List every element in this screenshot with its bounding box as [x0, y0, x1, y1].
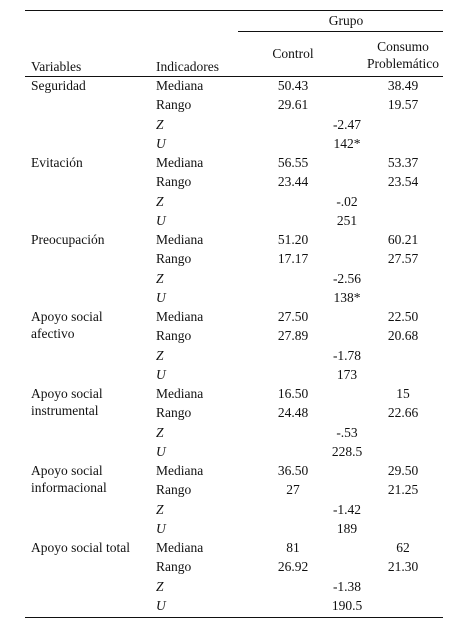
- variable-name: Apoyo social afectivo: [31, 309, 103, 341]
- consumo-value: 22.50: [387, 309, 419, 324]
- consumo-value: 22.66: [387, 405, 419, 421]
- top-rule: [25, 10, 443, 11]
- control-value: 81: [286, 540, 300, 555]
- indicator: Z: [156, 424, 164, 440]
- indicator: Z: [156, 501, 164, 517]
- column-header: Variables: [31, 59, 82, 74]
- control-value: 50.43: [277, 78, 309, 93]
- statistic-value: -1.42: [332, 501, 362, 517]
- variable-name: Seguridad: [31, 78, 86, 93]
- statistic-value: -.02: [336, 193, 358, 209]
- indicator: U: [156, 443, 166, 459]
- column-header: Control: [272, 46, 314, 61]
- variable-name: Evitación: [31, 155, 83, 170]
- indicator: Mediana: [156, 155, 204, 170]
- consumo-value: 27.57: [387, 251, 419, 267]
- indicator: Mediana: [156, 309, 204, 324]
- column-header: Consumo Problemático: [367, 39, 439, 71]
- indicator: Rango: [156, 405, 192, 421]
- control-value: 27.89: [277, 328, 309, 344]
- indicator: Mediana: [156, 540, 204, 555]
- indicator: U: [156, 597, 166, 613]
- indicator: Mediana: [156, 232, 204, 247]
- variable-name: Apoyo social total: [31, 540, 130, 555]
- statistic-value: 173: [336, 366, 358, 382]
- indicator: Rango: [156, 174, 192, 190]
- variable-name: Apoyo social informacional: [31, 463, 107, 495]
- header-rule: [25, 76, 443, 77]
- column-header: Indicadores: [156, 59, 219, 74]
- consumo-value: 15: [396, 386, 410, 401]
- indicator: Mediana: [156, 386, 204, 401]
- control-value: 51.20: [277, 232, 309, 247]
- indicator: Z: [156, 116, 164, 132]
- variable-name: Apoyo social instrumental: [31, 386, 103, 418]
- consumo-value: 19.57: [387, 97, 419, 113]
- indicator: Z: [156, 270, 164, 286]
- bottom-rule: [25, 617, 443, 618]
- statistic-value: -1.38: [332, 578, 362, 594]
- statistic-value: -2.47: [332, 116, 362, 132]
- control-value: 16.50: [277, 386, 309, 401]
- consumo-value: 38.49: [387, 78, 419, 93]
- control-value: 29.61: [277, 97, 309, 113]
- control-value: 36.50: [277, 463, 309, 478]
- indicator: Rango: [156, 559, 192, 575]
- statistic-value: -2.56: [332, 270, 362, 286]
- indicator: Mediana: [156, 78, 204, 93]
- control-value: 27.50: [277, 309, 309, 324]
- control-value: 17.17: [277, 251, 309, 267]
- consumo-value: 53.37: [387, 155, 419, 170]
- indicator: U: [156, 366, 166, 382]
- statistic-value: 228.5: [331, 443, 363, 459]
- control-value: 27: [286, 482, 300, 498]
- indicator: Z: [156, 578, 164, 594]
- indicator: U: [156, 520, 166, 536]
- indicator: Rango: [156, 251, 192, 267]
- indicator: U: [156, 289, 166, 305]
- statistic-value: 138*: [333, 289, 361, 305]
- indicator: Rango: [156, 328, 192, 344]
- statistic-value: 251: [336, 212, 358, 228]
- indicator: Z: [156, 347, 164, 363]
- consumo-value: 21.30: [387, 559, 419, 575]
- consumo-value: 62: [396, 540, 410, 555]
- consumo-value: 60.21: [387, 232, 419, 247]
- consumo-value: 20.68: [387, 328, 419, 344]
- statistic-value: 190.5: [331, 597, 363, 613]
- control-value: 26.92: [277, 559, 309, 575]
- group-header: Grupo: [328, 13, 364, 28]
- indicator: U: [156, 212, 166, 228]
- indicator: Rango: [156, 97, 192, 113]
- indicator: Mediana: [156, 463, 204, 478]
- indicator: Rango: [156, 482, 192, 498]
- consumo-value: 23.54: [387, 174, 419, 190]
- group-rule: [238, 31, 443, 32]
- indicator: U: [156, 135, 166, 151]
- statistic-value: -1.78: [332, 347, 362, 363]
- statistic-value: 142*: [333, 135, 361, 151]
- indicator: Z: [156, 193, 164, 209]
- control-value: 24.48: [277, 405, 309, 421]
- variable-name: Preocupación: [31, 232, 105, 247]
- statistic-value: -.53: [336, 424, 358, 440]
- consumo-value: 29.50: [387, 463, 419, 478]
- consumo-value: 21.25: [387, 482, 419, 498]
- statistic-value: 189: [336, 520, 358, 536]
- control-value: 56.55: [277, 155, 309, 170]
- control-value: 23.44: [277, 174, 309, 190]
